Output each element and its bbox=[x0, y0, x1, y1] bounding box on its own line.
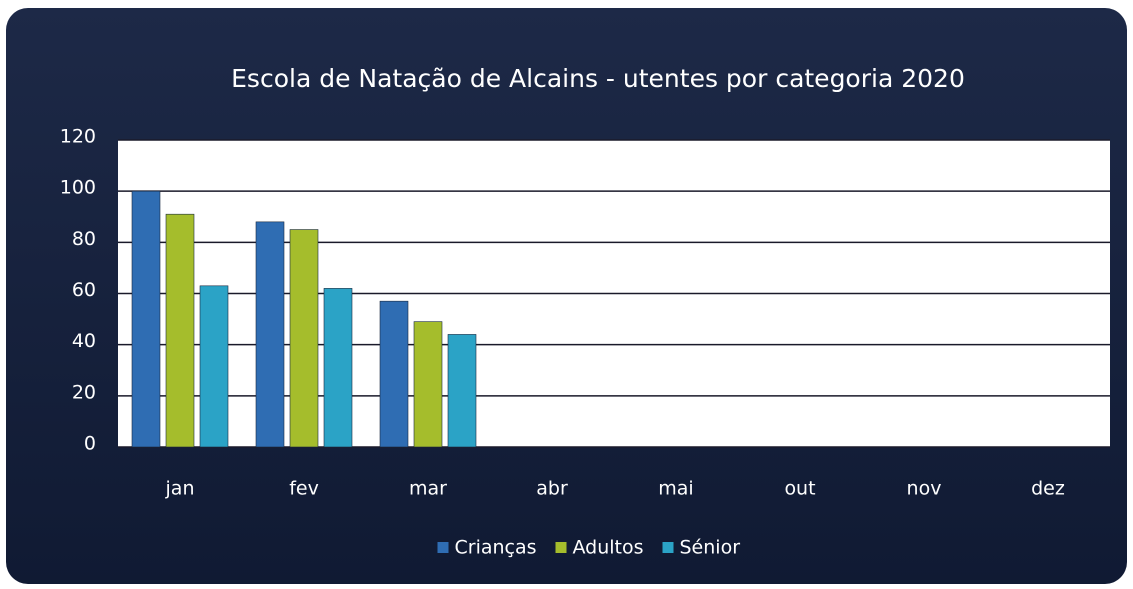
y-tick-label: 100 bbox=[60, 177, 96, 199]
y-tick-label: 20 bbox=[72, 381, 96, 403]
chart-title: Escola de Natação de Alcains - utentes p… bbox=[231, 64, 965, 93]
legend-swatch bbox=[437, 542, 449, 553]
legend-swatch bbox=[662, 542, 674, 553]
bar bbox=[447, 334, 477, 448]
bar bbox=[131, 190, 161, 448]
x-tick-label: out bbox=[784, 478, 815, 500]
legend-label: Crianças bbox=[455, 537, 537, 559]
y-tick-label: 60 bbox=[72, 279, 96, 301]
x-tick-label: fev bbox=[289, 478, 319, 500]
x-tick-label: jan bbox=[165, 478, 195, 500]
y-tick-label: 120 bbox=[60, 126, 96, 148]
bar bbox=[199, 285, 229, 448]
legend-label: Adultos bbox=[573, 537, 644, 559]
x-tick-label: nov bbox=[907, 478, 942, 500]
bar bbox=[379, 300, 409, 448]
y-tick-label: 80 bbox=[72, 228, 96, 250]
legend-swatch bbox=[555, 542, 567, 553]
x-tick-label: abr bbox=[536, 478, 568, 500]
bar bbox=[165, 213, 195, 448]
bar bbox=[255, 221, 285, 448]
legend-label: Sénior bbox=[680, 537, 741, 559]
x-tick-label: mai bbox=[658, 478, 693, 500]
y-tick-label: 0 bbox=[84, 433, 96, 455]
x-tick-label: mar bbox=[409, 478, 447, 500]
bar bbox=[413, 321, 443, 448]
x-tick-label: dez bbox=[1031, 478, 1065, 500]
y-tick-label: 40 bbox=[72, 330, 96, 352]
bar bbox=[323, 288, 353, 448]
bar bbox=[289, 229, 319, 448]
